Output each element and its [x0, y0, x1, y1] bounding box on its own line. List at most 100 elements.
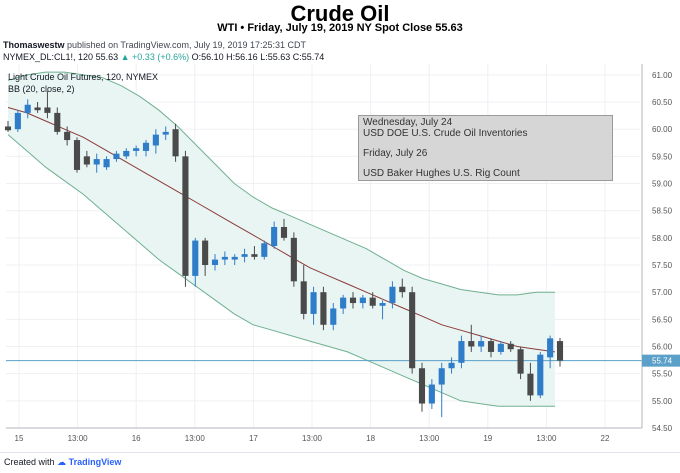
- indicator-label: BB (20, close, 2): [8, 84, 75, 94]
- footer-brand[interactable]: TradingView: [68, 457, 122, 467]
- publish-info: Thomaswestw published on TradingView.com…: [3, 40, 306, 50]
- candle: [438, 362, 445, 418]
- candle-body: [4, 126, 12, 131]
- candle: [54, 107, 61, 135]
- candle: [192, 237, 199, 287]
- publisher-name[interactable]: Thomaswestw: [3, 40, 65, 50]
- candle: [280, 218, 288, 241]
- candle-body: [320, 292, 327, 325]
- event-annotation: Wednesday, July 24 USD DOE U.S. Crude Oi…: [358, 115, 613, 181]
- candle-body: [241, 254, 248, 257]
- y-tick-label: 58.50: [652, 207, 673, 216]
- candle-body: [54, 112, 61, 132]
- candle-body: [458, 341, 465, 363]
- candle: [389, 281, 396, 309]
- candle-body: [231, 256, 238, 260]
- y-tick-label: 56.50: [652, 315, 673, 324]
- candle-body: [497, 343, 504, 352]
- candle: [556, 337, 564, 367]
- candle-body: [547, 338, 554, 358]
- candle-body: [418, 368, 426, 404]
- close-value: C:55.74: [292, 52, 325, 62]
- y-tick-label: 57.50: [652, 261, 673, 270]
- candle: [310, 286, 317, 325]
- candle: [261, 240, 268, 260]
- candle: [34, 102, 41, 113]
- candle-body: [369, 297, 376, 306]
- candle-body: [438, 368, 445, 385]
- footer-text: Created with ☁ TradingView: [4, 457, 121, 468]
- candle-body: [83, 156, 90, 165]
- candle-body: [133, 148, 140, 151]
- y-tick-label: 59.50: [652, 152, 673, 161]
- candle: [379, 300, 386, 320]
- up-arrow-icon: ▲: [120, 52, 130, 62]
- candle-body: [310, 292, 317, 314]
- page-title: Crude Oil: [290, 1, 390, 26]
- annotation-line: USD Baker Hughes U.S. Rig Count: [363, 168, 520, 179]
- candle-body: [142, 142, 150, 151]
- annotation-line: Friday, July 26: [363, 148, 428, 159]
- candle: [468, 324, 475, 352]
- candle: [547, 335, 554, 369]
- candle: [487, 338, 495, 358]
- candle: [133, 145, 140, 157]
- candle-body: [34, 107, 41, 111]
- symbol-label: NYMEX_DL:CL1!, 120: [3, 52, 94, 62]
- candle-body: [478, 341, 485, 347]
- ohlc-bar: NYMEX_DL:CL1!, 120 55.63 ▲ +0.33 (+0.6%)…: [3, 52, 324, 62]
- bollinger-middle-line: [7, 107, 556, 353]
- candle: [448, 357, 455, 374]
- y-tick-label: 61.00: [652, 71, 673, 80]
- x-tick-label: 18: [366, 434, 375, 443]
- y-tick-label: 58.00: [652, 234, 673, 243]
- candle-body: [448, 362, 455, 369]
- candle: [103, 156, 110, 170]
- candle: [73, 137, 81, 173]
- bollinger-upper-line: [7, 71, 555, 296]
- candle-body: [330, 308, 337, 325]
- candle-body: [221, 256, 228, 260]
- candle-body: [340, 297, 347, 309]
- candle: [4, 121, 12, 132]
- x-tick-label: 15: [15, 434, 24, 443]
- candle-body: [428, 384, 435, 404]
- y-tick-label: 55.50: [652, 370, 673, 379]
- footer: Created with ☁ TradingView: [0, 452, 680, 473]
- y-tick-label: 56.00: [652, 343, 673, 352]
- y-tick-label: 60.00: [652, 125, 673, 134]
- candle: [409, 286, 416, 374]
- candle: [300, 265, 307, 320]
- candle: [320, 286, 327, 331]
- candle-body: [537, 354, 544, 396]
- candle-body: [556, 341, 564, 361]
- candle: [537, 351, 544, 399]
- candle: [497, 341, 504, 355]
- candle-body: [24, 104, 31, 113]
- candle-body: [182, 156, 189, 276]
- candle: [527, 362, 534, 401]
- candle: [428, 379, 435, 409]
- banner: Crude Oil WTI • Friday, July 19, 2019 NY…: [0, 0, 680, 34]
- candle: [113, 150, 120, 162]
- candle: [202, 237, 209, 276]
- candle: [123, 148, 130, 160]
- open-value: O:56.10: [191, 52, 224, 62]
- candle: [211, 254, 219, 271]
- candle: [162, 126, 169, 141]
- candle: [221, 251, 228, 266]
- candle-body: [251, 254, 258, 257]
- candle-body: [261, 243, 268, 257]
- candle-body: [93, 159, 100, 165]
- candle-body: [290, 237, 297, 282]
- candle: [507, 341, 514, 352]
- y-axis: 61.00 60.50 60.00 59.50 59.00 58.50 58.00 57.50…: [641, 64, 680, 433]
- candle-body: [103, 159, 110, 168]
- candle-body: [172, 129, 179, 157]
- candle: [24, 99, 31, 119]
- x-axis: 15 13:00 16 13:00 17 13:00 18 13:00 19 13:00 22: [6, 427, 642, 443]
- candle-body: [73, 140, 81, 170]
- candle-body: [487, 341, 495, 352]
- candle-body: [527, 373, 534, 396]
